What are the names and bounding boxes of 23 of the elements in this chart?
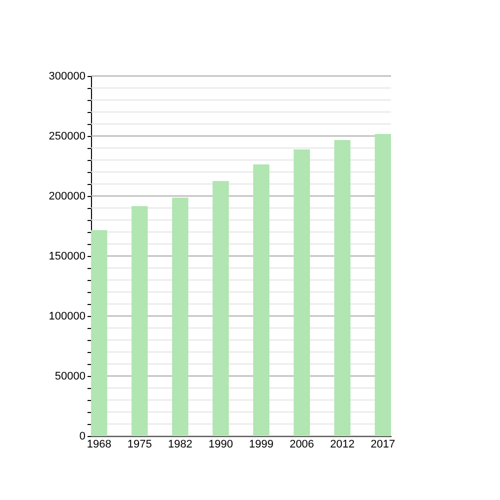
x-tick-label: 2017 [370, 438, 396, 450]
y-tick-label: 150000 [48, 250, 86, 262]
x-tick-label: 2006 [290, 438, 314, 450]
bar [253, 164, 270, 436]
x-tick-label: 1968 [86, 438, 112, 450]
y-tick-label: 250000 [48, 130, 86, 142]
bar [172, 198, 188, 436]
x-tick-label: 2012 [330, 438, 355, 450]
bar [132, 206, 148, 436]
y-tick-label: 50000 [54, 370, 86, 382]
bar [91, 230, 108, 436]
x-tick-label: 1990 [208, 438, 233, 450]
bar [374, 134, 391, 436]
bar [212, 181, 229, 436]
y-tick-label: 100000 [48, 310, 86, 322]
x-tick-label: 1975 [127, 438, 152, 450]
y-tick-label: 300000 [48, 70, 86, 82]
x-tick-label: 1982 [168, 438, 192, 450]
x-tick-label: 1999 [249, 438, 274, 450]
bar [334, 140, 350, 436]
y-tick-label: 0 [79, 430, 86, 442]
bar [294, 149, 310, 436]
y-tick-label: 200000 [48, 190, 86, 202]
